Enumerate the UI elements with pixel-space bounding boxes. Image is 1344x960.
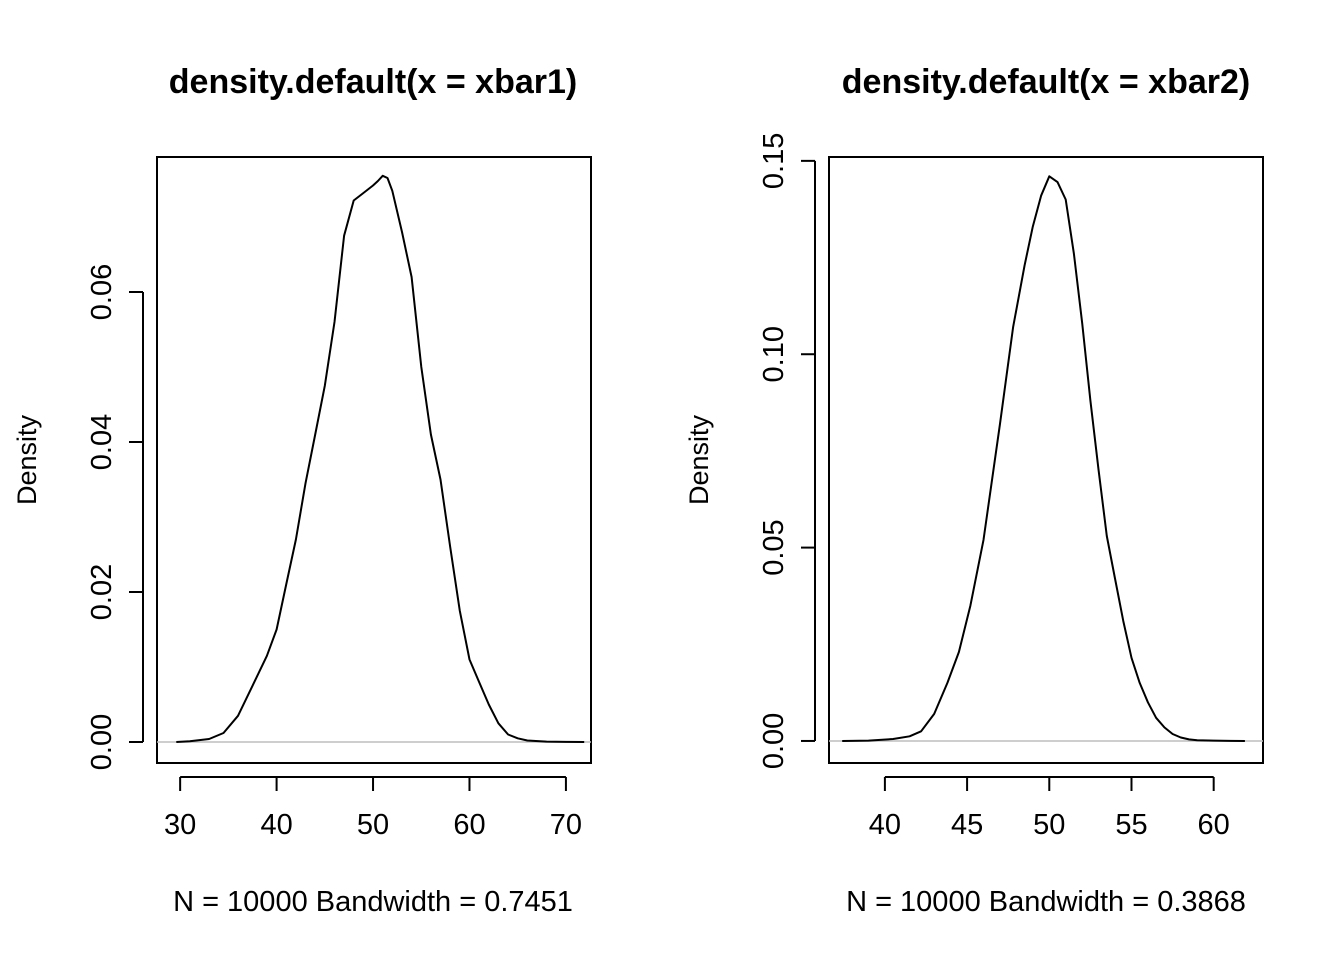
x-tick-label: 60: [1198, 809, 1230, 841]
x-tick-label: 50: [357, 809, 389, 841]
chart-title: density.default(x = xbar2): [842, 63, 1250, 101]
x-tick-label: 60: [453, 809, 485, 841]
y-tick-label: 0.04: [86, 414, 118, 470]
x-tick-label: 40: [260, 809, 292, 841]
y-tick-label: 0.15: [758, 133, 790, 189]
y-axis-label: Density: [684, 414, 714, 505]
y-tick-label: 0.06: [86, 264, 118, 320]
x-tick-label: 70: [550, 809, 582, 841]
plot-frame: [828, 156, 1264, 764]
x-tick-label: 55: [1115, 809, 1147, 841]
y-tick-label: 0.00: [758, 713, 790, 769]
y-tick-label: 0.02: [86, 564, 118, 620]
x-axis-label: N = 10000 Bandwidth = 0.3868: [846, 886, 1246, 918]
x-tick-label: 40: [869, 809, 901, 841]
density-curve: [842, 175, 1245, 742]
y-axis-label: Density: [12, 414, 42, 505]
chart-title: density.default(x = xbar1): [169, 63, 577, 101]
y-tick-label: 0.00: [86, 714, 118, 770]
x-tick-label: 50: [1033, 809, 1065, 841]
density-panel-xbar2: density.default(x = xbar2) Density N = 1…: [684, 63, 1264, 918]
density-panel-xbar1: density.default(x = xbar1) Density N = 1…: [12, 63, 592, 918]
x-tick-label: 45: [951, 809, 983, 841]
plot-frame: [156, 156, 592, 764]
x-axis-label: N = 10000 Bandwidth = 0.7451: [173, 886, 573, 918]
x-tick-label: 30: [164, 809, 196, 841]
density-curve: [176, 174, 585, 743]
y-tick-label: 0.05: [758, 519, 790, 575]
y-tick-label: 0.10: [758, 326, 790, 382]
